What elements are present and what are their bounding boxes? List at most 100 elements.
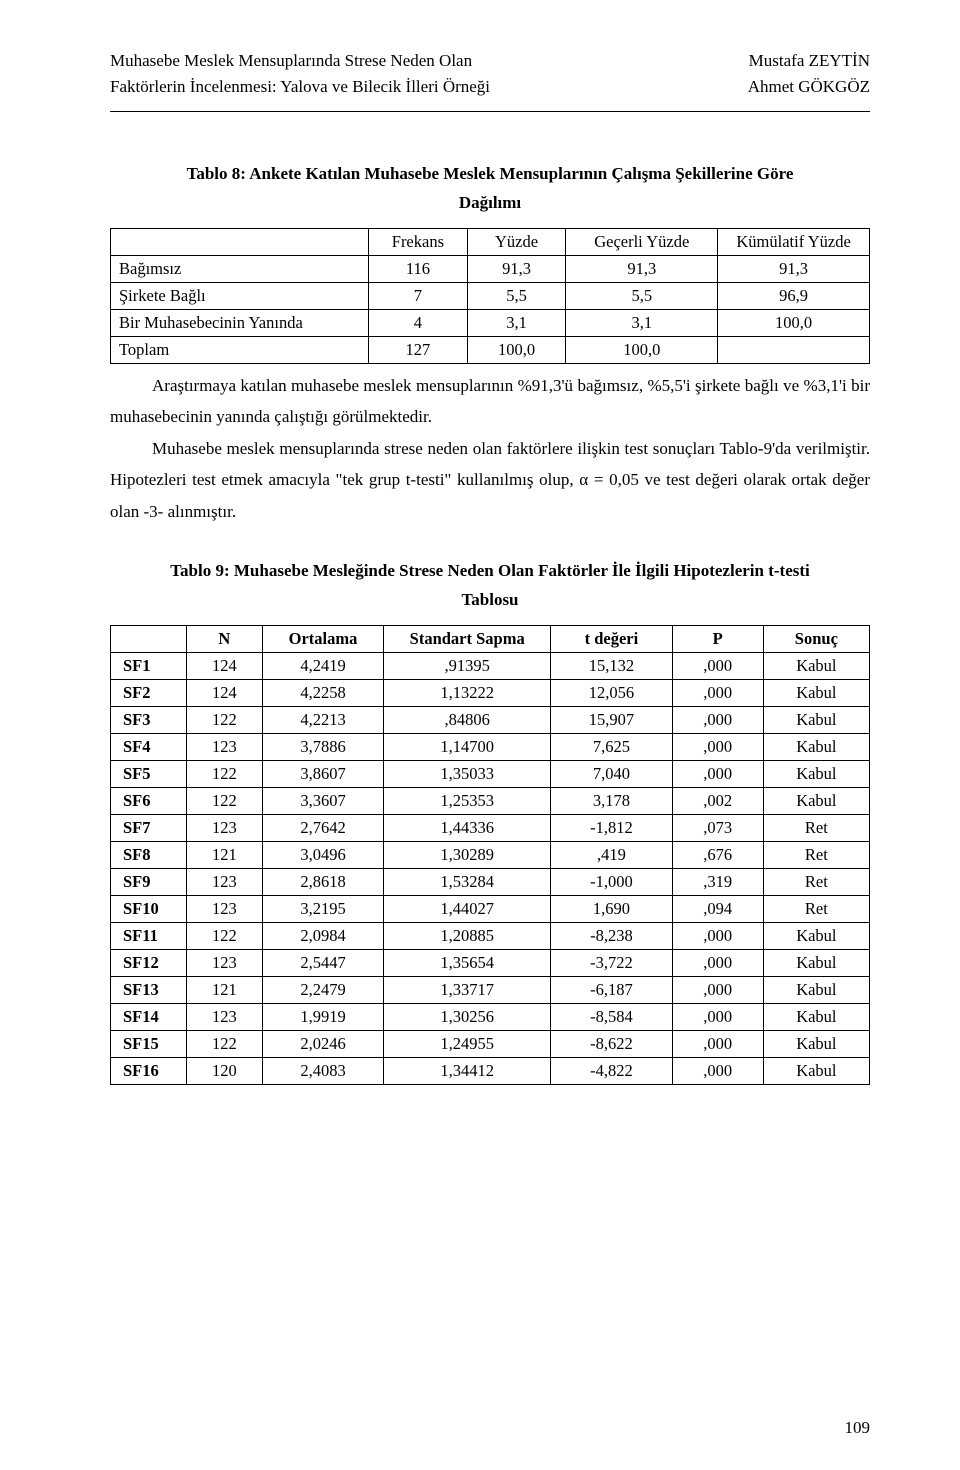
table9-title: Tablo 9: Muhasebe Mesleğinde Strese Nede… [110,557,870,615]
table9-title-line2: Tablosu [461,590,518,609]
table9-n: 124 [186,679,262,706]
table8-cell: 91,3 [566,255,718,282]
table8-row-label: Bağımsız [111,255,369,282]
table9-t-degeri: -1,000 [551,868,672,895]
table9-std-sapma: 1,20885 [384,922,551,949]
table9-sonuc: Kabul [763,787,869,814]
table9-ortalama: 2,4083 [262,1057,383,1084]
table9-row: SF111222,09841,20885-8,238,000Kabul [111,922,870,949]
table8-cell: 3,1 [467,309,566,336]
page-number: 109 [845,1418,871,1438]
table9-sf: SF7 [111,814,187,841]
table9-p: ,000 [672,679,763,706]
table9-col-6: Sonuç [763,625,869,652]
table8-title-line1: Tablo 8: Ankete Katılan Muhasebe Meslek … [187,164,794,183]
table9-t-degeri: -4,822 [551,1057,672,1084]
table9-ortalama: 1,9919 [262,1003,383,1030]
table9-row: SF51223,86071,350337,040,000Kabul [111,760,870,787]
table8-col-0 [111,228,369,255]
table9-std-sapma: 1,44336 [384,814,551,841]
table8-title: Tablo 8: Ankete Katılan Muhasebe Meslek … [110,160,870,218]
table9-p: ,000 [672,652,763,679]
table8-row: Şirkete Bağlı75,55,596,9 [111,282,870,309]
table9-std-sapma: 1,25353 [384,787,551,814]
table9-sf: SF10 [111,895,187,922]
table8-cell: 7 [369,282,468,309]
document-page: Muhasebe Meslek Mensuplarında Strese Ned… [0,0,960,1470]
table9-p: ,000 [672,760,763,787]
table9-std-sapma: 1,34412 [384,1057,551,1084]
table9-row: SF131212,24791,33717-6,187,000Kabul [111,976,870,1003]
table8-row-label: Toplam [111,336,369,363]
table9-col-5: P [672,625,763,652]
table8-col-1: Frekans [369,228,468,255]
table9-col-2: Ortalama [262,625,383,652]
table9-std-sapma: 1,44027 [384,895,551,922]
table9-t-degeri: 12,056 [551,679,672,706]
table9-col-4: t değeri [551,625,672,652]
table9-row: SF101233,21951,440271,690,094Ret [111,895,870,922]
table9-title-line1: Tablo 9: Muhasebe Mesleğinde Strese Nede… [170,561,810,580]
table9-n: 121 [186,841,262,868]
table9-n: 122 [186,760,262,787]
table9-std-sapma: 1,24955 [384,1030,551,1057]
table8-cell: 127 [369,336,468,363]
table9-ortalama: 3,2195 [262,895,383,922]
table9-row: SF41233,78861,147007,625,000Kabul [111,733,870,760]
body-paragraph: Araştırmaya katılan muhasebe meslek mens… [110,370,870,527]
table9-p: ,000 [672,976,763,1003]
table9-col-0 [111,625,187,652]
table8-cell: 91,3 [718,255,870,282]
table9-row: SF71232,76421,44336-1,812,073Ret [111,814,870,841]
paragraph-line1: Araştırmaya katılan muhasebe meslek mens… [110,370,870,433]
table9-sf: SF16 [111,1057,187,1084]
table9-sonuc: Ret [763,895,869,922]
table9-std-sapma: 1,13222 [384,679,551,706]
table8-row: Bir Muhasebecinin Yanında43,13,1100,0 [111,309,870,336]
table9-t-degeri: 3,178 [551,787,672,814]
table9-n: 122 [186,706,262,733]
table9-row: SF91232,86181,53284-1,000,319Ret [111,868,870,895]
table9-std-sapma: ,84806 [384,706,551,733]
table8-col-4: Kümülatif Yüzde [718,228,870,255]
table9-t-degeri: 1,690 [551,895,672,922]
table9-std-sapma: ,91395 [384,652,551,679]
table9-row: SF21244,22581,1322212,056,000Kabul [111,679,870,706]
table8-header-row: FrekansYüzdeGeçerli YüzdeKümülatif Yüzde [111,228,870,255]
page-header: Muhasebe Meslek Mensuplarında Strese Ned… [110,48,870,99]
paragraph-line2: Muhasebe meslek mensuplarında strese ned… [110,433,870,527]
table9-n: 122 [186,1030,262,1057]
table9-sf: SF1 [111,652,187,679]
table9-ortalama: 2,0246 [262,1030,383,1057]
table9-t-degeri: 7,040 [551,760,672,787]
table9-sonuc: Kabul [763,1057,869,1084]
table9-ortalama: 4,2213 [262,706,383,733]
table9-sonuc: Kabul [763,733,869,760]
table9-ortalama: 4,2258 [262,679,383,706]
table8-row-label: Şirkete Bağlı [111,282,369,309]
table9-n: 123 [186,895,262,922]
table9-n: 122 [186,787,262,814]
table9-ortalama: 3,8607 [262,760,383,787]
table9-sonuc: Kabul [763,760,869,787]
table9-row: SF151222,02461,24955-8,622,000Kabul [111,1030,870,1057]
table8-row: Toplam127100,0100,0 [111,336,870,363]
table9-p: ,319 [672,868,763,895]
table9-sonuc: Kabul [763,652,869,679]
table9-ortalama: 4,2419 [262,652,383,679]
header-left: Muhasebe Meslek Mensuplarında Strese Ned… [110,48,490,99]
table9-std-sapma: 1,35033 [384,760,551,787]
table8: FrekansYüzdeGeçerli YüzdeKümülatif Yüzde… [110,228,870,364]
table9-col-3: Standart Sapma [384,625,551,652]
table9-p: ,073 [672,814,763,841]
table9-std-sapma: 1,53284 [384,868,551,895]
table9-t-degeri: -3,722 [551,949,672,976]
table8-cell [718,336,870,363]
table9-ortalama: 3,7886 [262,733,383,760]
table9-ortalama: 2,2479 [262,976,383,1003]
table9-sf: SF11 [111,922,187,949]
table9-t-degeri: -8,622 [551,1030,672,1057]
table8-title-line2: Dağılımı [459,193,521,212]
table8-cell: 5,5 [566,282,718,309]
table9-sf: SF4 [111,733,187,760]
